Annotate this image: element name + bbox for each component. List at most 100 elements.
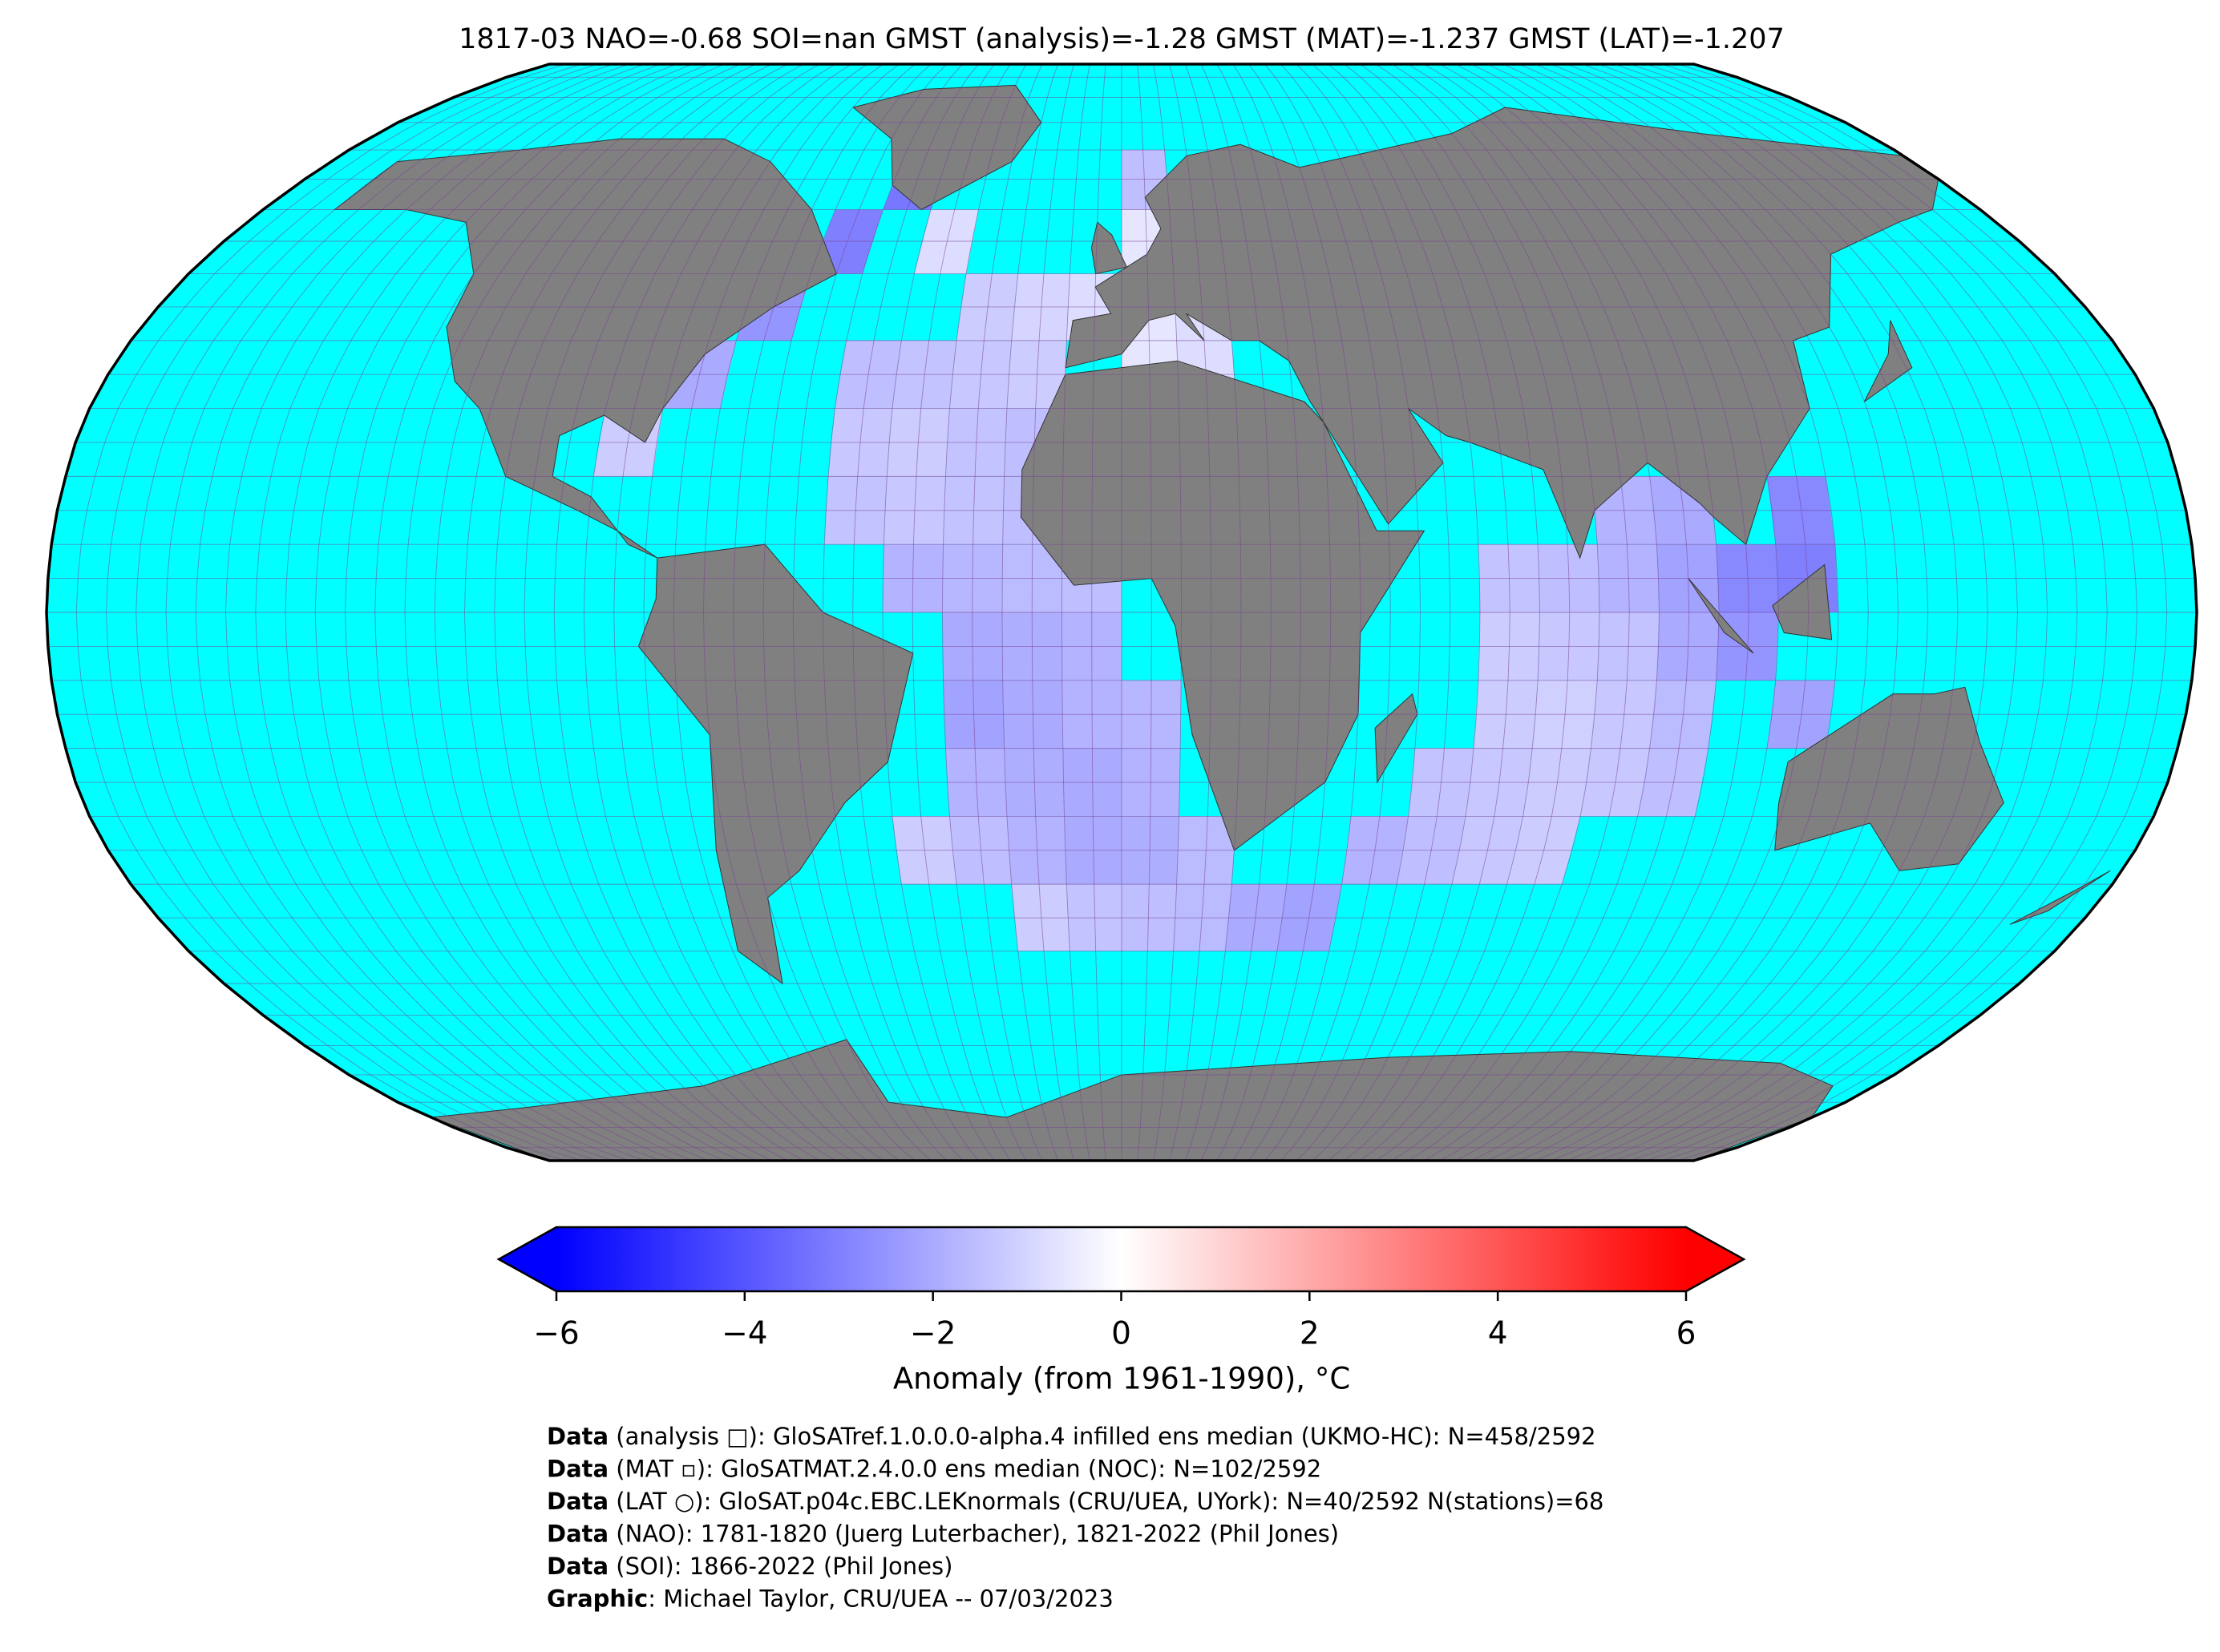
graticule (374, 64, 725, 1161)
graticule (852, 64, 979, 1161)
colorbar-scale (556, 1227, 1686, 1291)
graticule (1137, 64, 1152, 1161)
graticule (524, 64, 804, 1161)
graticule (1264, 64, 1391, 1161)
graticule (912, 64, 1011, 1161)
credit-label: Data (547, 1423, 609, 1450)
colorbar-tick-label: −6 (533, 1316, 580, 1352)
graticule (1677, 64, 2168, 1161)
credit-line: Data (NAO): 1781-1820 (Juerg Luterbacher… (547, 1521, 1339, 1548)
graticule (1344, 64, 1540, 1161)
colorbar-tick-label: 4 (1488, 1316, 1508, 1352)
graticule (1407, 64, 1660, 1161)
credit-line: Data (analysis □): GloSATref.1.0.0.0-alp… (547, 1423, 1596, 1450)
graticule (1061, 64, 1090, 1161)
graticule (225, 64, 645, 1161)
graticule (673, 64, 884, 1161)
graticule (195, 64, 629, 1161)
graticule (135, 64, 597, 1161)
globe-outline (45, 63, 2198, 1162)
graticule (1360, 64, 1571, 1161)
graticule (762, 64, 932, 1161)
colorbar: −6 −4 −2 0 2 4 6 (496, 1226, 1746, 1352)
graticule (1232, 64, 1332, 1161)
credit-text: (SOI): 1866-2022 (Phil Jones) (609, 1553, 952, 1580)
graticule (823, 64, 964, 1161)
graticule (1091, 64, 1106, 1161)
credit-text: : Michael Taylor, CRU/UEA -- 07/03/2023 (648, 1585, 1114, 1613)
credit-line: Data (LAT ○): GloSAT.p04c.EBC.LEKnormals… (547, 1488, 1603, 1515)
graticule (643, 64, 868, 1161)
credit-text: (MAT ▫): GloSATMAT.2.4.0.0 ens median (N… (609, 1456, 1321, 1483)
graticule (882, 64, 995, 1161)
graticule (345, 64, 709, 1161)
graticule (1423, 64, 1690, 1161)
graticule (613, 64, 852, 1161)
graticule (165, 64, 613, 1161)
credit-text: (LAT ○): GloSAT.p04c.EBC.LEKnormals (CRU… (609, 1488, 1603, 1515)
graticule (1153, 64, 1182, 1161)
graticule (1296, 64, 1451, 1161)
colorbar-label: Anomaly (from 1961-1990), °C (893, 1362, 1350, 1396)
graticule (942, 64, 1027, 1161)
graticule (434, 64, 757, 1161)
graticule (1630, 64, 2078, 1161)
graticule (1614, 64, 2048, 1161)
colorbar-extend-low (499, 1227, 556, 1291)
graticule (1280, 64, 1421, 1161)
anomaly-cell (914, 209, 979, 274)
graticule (1184, 64, 1242, 1161)
graticule (1375, 64, 1600, 1161)
graticule (1312, 64, 1481, 1161)
graticule (1566, 64, 1959, 1161)
land (1688, 578, 1754, 654)
graticule (1216, 64, 1301, 1161)
credit-line: Data (MAT ▫): GloSATMAT.2.4.0.0 ens medi… (547, 1456, 1321, 1483)
graticule (972, 64, 1043, 1161)
graticule (1001, 64, 1059, 1161)
credit-label: Data (547, 1553, 609, 1580)
land (1774, 686, 2004, 871)
credit-label: Graphic (547, 1585, 648, 1613)
graticule (584, 64, 836, 1161)
graticule (1646, 64, 2108, 1161)
graticule (255, 64, 661, 1161)
graticule (1486, 64, 1810, 1161)
graticule (1535, 64, 1899, 1161)
graticule (792, 64, 948, 1161)
credit-line: Data (SOI): 1866-2022 (Phil Jones) (547, 1553, 952, 1580)
graticule (1328, 64, 1510, 1161)
land (1374, 693, 1418, 784)
credit-text: (NAO): 1781-1820 (Juerg Luterbacher), 18… (609, 1521, 1339, 1548)
land (2009, 870, 2111, 925)
graticule (314, 64, 693, 1161)
graticule (1031, 64, 1074, 1161)
graticule (1661, 64, 2137, 1161)
credit-label: Data (547, 1521, 609, 1548)
colorbar-tick-label: 0 (1111, 1316, 1131, 1352)
graticule (1391, 64, 1630, 1161)
graticule (553, 64, 820, 1161)
credit-line: Graphic: Michael Taylor, CRU/UEA -- 07/0… (547, 1585, 1114, 1613)
graticule (1582, 64, 1988, 1161)
credit-text: (analysis □): GloSATref.1.0.0.0-alpha.4 … (609, 1423, 1595, 1450)
map (47, 64, 2197, 1161)
graticule (1598, 64, 2018, 1161)
credit-label: Data (547, 1488, 609, 1515)
graticule (733, 64, 916, 1161)
graticule (494, 64, 788, 1161)
colorbar-tick-label: 6 (1676, 1316, 1696, 1352)
graticule (464, 64, 773, 1161)
graticule (404, 64, 741, 1161)
map-title: 1817-03 NAO=-0.68 SOI=nan GMST (analysis… (459, 23, 1785, 55)
colorbar-extend-high (1686, 1227, 1744, 1291)
graticule (1455, 64, 1749, 1161)
graticule (1169, 64, 1212, 1161)
colorbar-tick-label: 2 (1300, 1316, 1320, 1352)
graticule (1470, 64, 1779, 1161)
graticule (703, 64, 900, 1161)
graticule (106, 64, 582, 1161)
credits: Data (analysis □): GloSATref.1.0.0.0-alp… (547, 1423, 1603, 1613)
